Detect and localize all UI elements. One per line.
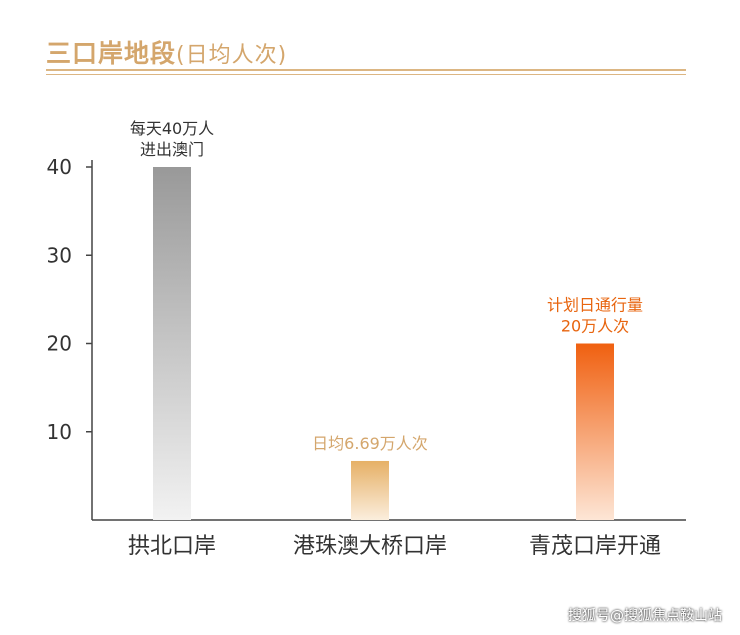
category-labels: 拱北口岸 港珠澳大桥口岸 青茂口岸开通 bbox=[128, 534, 661, 559]
y-ticks: 10 20 30 40 bbox=[47, 155, 92, 444]
chart-title-sub: (日均人次) bbox=[176, 43, 288, 68]
y-tick-label: 20 bbox=[47, 332, 72, 356]
y-tick-label: 40 bbox=[47, 155, 72, 179]
x-category-label: 青茂口岸开通 bbox=[529, 534, 661, 559]
bar-annotation: 日均6.69万人次 bbox=[312, 434, 428, 453]
y-tick-label: 30 bbox=[47, 243, 72, 267]
bar-annotation: 进出澳门 bbox=[140, 140, 204, 159]
bar-annotation: 计划日通行量 bbox=[547, 296, 643, 315]
bar bbox=[153, 167, 191, 520]
x-category-label: 拱北口岸 bbox=[128, 534, 216, 559]
bar-annotation: 每天40万人 bbox=[130, 119, 214, 138]
x-category-label: 港珠澳大桥口岸 bbox=[293, 534, 447, 559]
title-rule-thick bbox=[46, 69, 686, 71]
bar bbox=[351, 460, 389, 520]
y-tick-label: 10 bbox=[47, 420, 72, 444]
watermark-text: 搜狐号@搜狐焦点鞍山站 bbox=[568, 608, 722, 624]
chart-title: 三口岸地段(日均人次) bbox=[46, 34, 287, 70]
bars bbox=[153, 167, 614, 520]
chart-title-main: 三口岸地段 bbox=[46, 39, 177, 68]
bar bbox=[576, 343, 614, 520]
title-rule-thin bbox=[46, 74, 686, 75]
bar-annotation: 20万人次 bbox=[561, 317, 629, 336]
